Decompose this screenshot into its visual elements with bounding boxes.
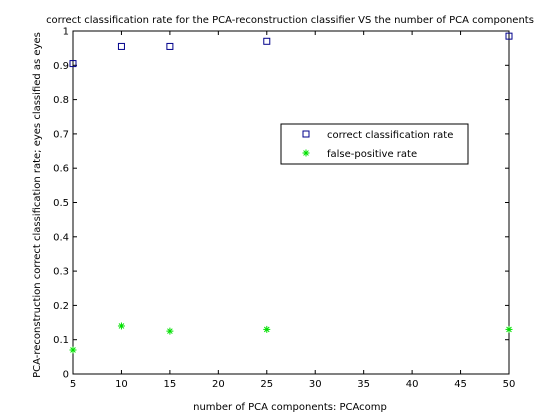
y-tick-label: 0.7 <box>53 129 69 140</box>
false-positive-point <box>166 327 174 335</box>
x-tick-label: 25 <box>260 379 273 390</box>
x-tick-label: 30 <box>309 379 322 390</box>
y-tick-label: 0.8 <box>53 95 69 106</box>
y-tick-label: 0 <box>63 370 69 381</box>
y-tick-label: 0.1 <box>53 335 69 346</box>
y-tick-label: 0.5 <box>53 198 69 209</box>
legend-box <box>280 123 469 165</box>
legend: correct classification rate false-positi… <box>280 123 469 165</box>
correct-classification-point <box>69 60 77 68</box>
x-tick-label: 15 <box>164 379 177 390</box>
x-tick-label: 40 <box>406 379 419 390</box>
x-tick-label: 10 <box>115 379 128 390</box>
x-tick-label: 5 <box>70 379 76 390</box>
correct-classification-point <box>166 42 174 50</box>
false-positive-point <box>505 325 513 333</box>
false-positive-point <box>263 325 271 333</box>
correct-classification-point <box>117 42 125 50</box>
legend-marker-correct-classification-rate <box>302 130 310 138</box>
false-positive-point <box>117 322 125 330</box>
chart-title: correct classification rate for the PCA-… <box>46 15 534 26</box>
y-tick-label: 0.2 <box>53 301 69 312</box>
y-tick-label: 0.9 <box>53 61 69 72</box>
y-tick-label: 1 <box>63 27 69 38</box>
plot-area <box>72 30 510 375</box>
x-tick-label: 20 <box>212 379 225 390</box>
legend-marker-false-positive-rate <box>302 149 310 157</box>
y-tick-label: 0.4 <box>53 232 69 243</box>
y-tick-label: 0.3 <box>53 267 69 278</box>
false-positive-point <box>69 346 77 354</box>
legend-label-false-positive-rate: false-positive rate <box>327 149 417 160</box>
x-axis-ticks: 5 10 15 20 25 30 35 40 45 50 <box>70 31 516 390</box>
y-axis-ticks: 0 0.1 0.2 0.3 0.4 0.5 0.6 0.7 0.8 0.9 1 <box>53 27 509 381</box>
data-markers <box>69 32 513 354</box>
y-axis-label: PCA-reconstruction correct classificatio… <box>32 32 43 378</box>
legend-star-icon <box>302 149 310 157</box>
correct-classification-point <box>263 37 271 45</box>
x-axis-label: number of PCA components: PCAcomp <box>193 402 387 413</box>
x-tick-label: 50 <box>503 379 516 390</box>
x-tick-label: 45 <box>454 379 467 390</box>
correct-classification-point <box>505 32 513 40</box>
x-tick-label: 35 <box>357 379 370 390</box>
y-tick-label: 0.6 <box>53 164 69 175</box>
legend-label-correct-classification-rate: correct classification rate <box>327 130 453 141</box>
